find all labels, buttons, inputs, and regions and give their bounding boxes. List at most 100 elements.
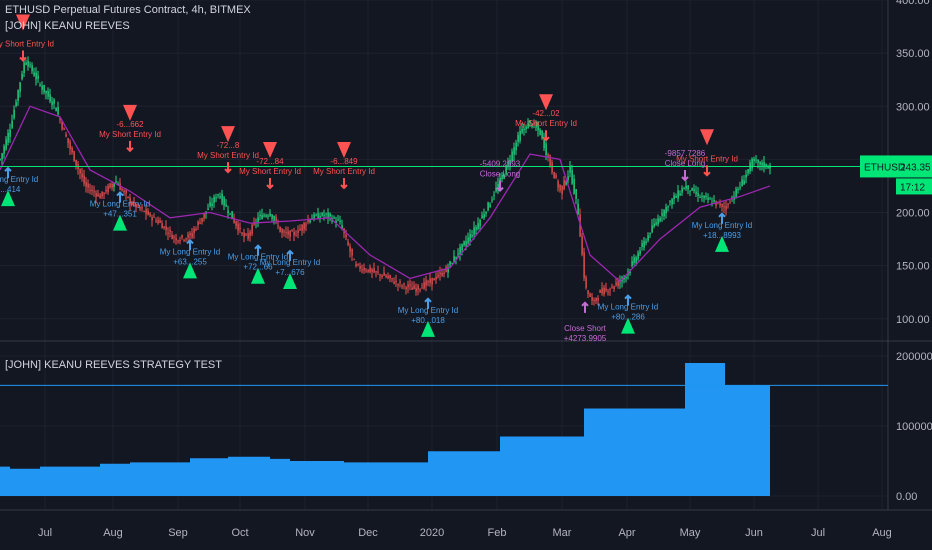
candle-body xyxy=(85,182,87,187)
candle-body xyxy=(481,215,483,219)
candle-body xyxy=(519,130,521,141)
long-profit-label: +47...351 xyxy=(103,210,137,219)
candle-body xyxy=(329,213,331,217)
symbol-badge-label: ETHUSD xyxy=(864,162,905,173)
candle-body xyxy=(571,170,573,184)
candle-body xyxy=(755,159,757,161)
candle-body xyxy=(413,285,415,289)
candle-body xyxy=(477,223,479,230)
candle-body xyxy=(235,221,237,226)
candle-body xyxy=(639,250,641,254)
candle-body xyxy=(71,147,73,153)
long-arrow-icon xyxy=(254,244,262,256)
candle-body xyxy=(763,161,765,168)
equity-tick-label: 0.00 xyxy=(896,491,917,503)
candle-body xyxy=(249,231,251,236)
candle-body xyxy=(147,210,149,215)
candle-body xyxy=(347,241,349,246)
candle-body xyxy=(229,213,231,215)
long-profit-label: +7...676 xyxy=(275,268,305,277)
price-badge-background xyxy=(860,155,932,178)
candle-body xyxy=(549,155,551,166)
candle-body xyxy=(701,196,703,198)
candle-body xyxy=(503,174,505,179)
candle-body xyxy=(675,196,677,198)
candle-body xyxy=(669,201,671,203)
candle-body xyxy=(667,206,669,208)
long-arrow-icon xyxy=(424,297,432,309)
candle-body xyxy=(13,109,15,118)
time-tick-label: Sep xyxy=(168,527,188,539)
candle-body xyxy=(63,128,65,130)
candle-body xyxy=(145,209,147,214)
candle-body xyxy=(275,216,277,221)
candle-body xyxy=(7,132,9,143)
candle-body xyxy=(127,196,129,198)
candle-body xyxy=(513,147,515,155)
candle-body xyxy=(689,190,691,192)
candle-body xyxy=(115,181,117,183)
candle-body xyxy=(215,197,217,199)
candle-body xyxy=(651,225,653,233)
close-profit-label: -5409.2693 xyxy=(480,160,521,169)
candle-body xyxy=(363,267,365,271)
candle-body xyxy=(9,129,11,137)
candle-body xyxy=(727,203,729,205)
candle-body xyxy=(657,218,659,225)
candle-body xyxy=(615,282,617,286)
time-tick-label: Mar xyxy=(553,527,572,539)
candle-body xyxy=(21,73,23,80)
candle-body xyxy=(49,94,51,102)
candle-body xyxy=(455,256,457,261)
candle-body xyxy=(671,198,673,205)
candle-body xyxy=(225,204,227,207)
time-tick-label: May xyxy=(680,527,701,539)
candle-body xyxy=(443,272,445,274)
candle-body xyxy=(505,165,507,175)
short-profit-label: -6...849 xyxy=(330,157,358,166)
candle-body xyxy=(587,290,589,294)
candle-body xyxy=(457,253,459,255)
candle-body xyxy=(231,211,233,220)
candle-body xyxy=(543,138,545,149)
long-entry-label: My Long Entry Id xyxy=(598,303,658,312)
candle-body xyxy=(281,229,283,233)
strategy-title: [JOHN] KEANU REEVES xyxy=(5,20,130,32)
candle-body xyxy=(175,238,177,241)
candle-body xyxy=(337,219,339,221)
time-tick-label: Jun xyxy=(745,527,763,539)
candle-body xyxy=(569,166,571,173)
candle-body xyxy=(123,190,125,192)
candle-body xyxy=(367,269,369,272)
candle-body xyxy=(535,125,537,128)
candle-body xyxy=(523,128,525,130)
candle-body xyxy=(533,123,535,125)
candle-body xyxy=(577,203,579,215)
candle-body xyxy=(269,213,271,216)
long-entry-label: My Long Entry Id xyxy=(90,200,150,209)
candle-body xyxy=(493,194,495,196)
candle-body xyxy=(473,227,475,235)
candle-body xyxy=(601,288,603,294)
candle-body xyxy=(433,278,435,281)
candle-body xyxy=(665,206,667,214)
long-arrow-icon xyxy=(4,166,12,179)
candle-body xyxy=(309,219,311,223)
candle-body xyxy=(51,101,53,106)
candle-body xyxy=(287,231,289,235)
candle-body xyxy=(741,179,743,187)
candle-body xyxy=(341,225,343,229)
candle-body xyxy=(135,204,137,208)
candle-body xyxy=(261,215,263,219)
candle-body xyxy=(591,297,593,301)
long-entry-label: My Long Entry Id xyxy=(228,253,288,262)
time-tick-label: Jul xyxy=(38,527,52,539)
price-tick-label: 400.00 xyxy=(896,0,930,7)
candle-body xyxy=(195,229,197,231)
candle-body xyxy=(447,267,449,273)
price-tick-label: 100.00 xyxy=(896,314,930,326)
short-entry-label: My Short Entry Id xyxy=(0,40,54,49)
candle-body xyxy=(149,213,151,216)
candle-body xyxy=(553,171,555,179)
